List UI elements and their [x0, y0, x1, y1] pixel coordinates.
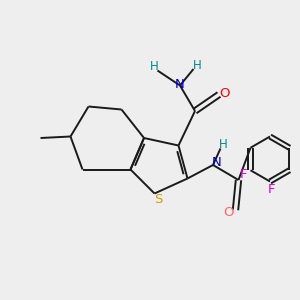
Text: F: F [268, 183, 275, 196]
Text: F: F [240, 168, 248, 181]
Text: H: H [193, 59, 202, 72]
Text: H: H [149, 60, 158, 74]
Text: O: O [224, 206, 234, 220]
Text: N: N [212, 156, 221, 169]
Text: O: O [219, 86, 230, 100]
Text: S: S [154, 193, 162, 206]
Text: N: N [175, 78, 184, 92]
Text: H: H [218, 138, 227, 152]
